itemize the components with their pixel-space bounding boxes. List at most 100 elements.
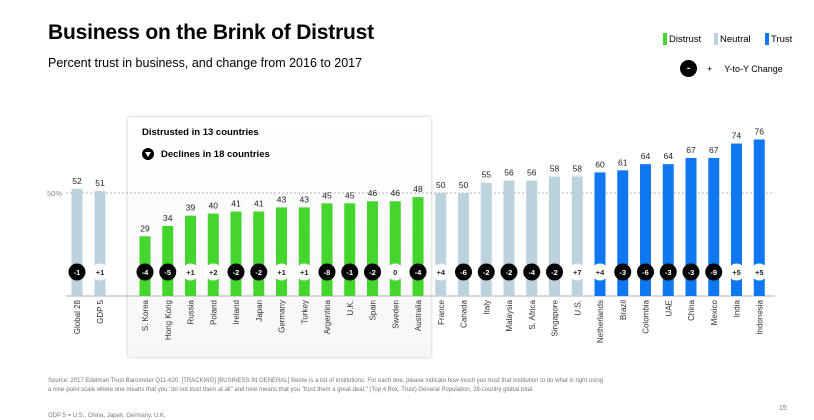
bar-france [435,193,447,296]
change-label: -4 [528,268,535,277]
page-title: Business on the Brink of Distrust [48,21,374,44]
change-dot [318,263,336,281]
legend-item-neutral: Neutral [714,33,751,45]
change-label: -2 [551,268,558,277]
change-dot [159,263,177,281]
change-label: +5 [732,268,741,277]
bar-italy [480,182,492,296]
bar-india [731,143,742,296]
change-dot [546,263,563,281]
category-label: India [733,299,742,317]
value-label: 56 [527,168,537,178]
change-label: -3 [688,268,695,277]
declines-count: Declines in 18 countries [142,148,270,160]
value-label: 46 [391,188,401,198]
page-subtitle: Percent trust in business, and change fr… [48,56,363,70]
value-label: 45 [322,190,332,200]
value-label: 52 [72,176,82,186]
change-dot [500,263,518,281]
change-label: -3 [619,268,626,277]
value-label: 76 [755,126,765,136]
value-label: 64 [664,151,674,161]
bar-s-africa [526,180,538,296]
category-label: Poland [209,300,218,325]
change-dot [432,263,450,281]
change-dot [523,263,541,281]
change-label: +5 [755,268,764,277]
change-label: +4 [596,268,605,277]
change-label: -8 [324,268,331,277]
change-label: -4 [142,268,149,277]
category-label: Singapore [551,299,560,336]
yoy-legend: - + Y-to-Y Change [680,60,783,77]
change-dot [182,263,199,281]
category-label: Global 28 [73,299,82,334]
bar-russia [185,215,196,296]
value-label: 46 [368,188,378,198]
category-label: U.K. [346,300,355,316]
bar-poland [207,213,219,296]
change-label: -2 [506,268,513,277]
category-label: France [437,299,446,324]
category-label: Sweden [391,300,400,329]
bar-hong-kong [162,225,174,296]
bar-china [685,157,697,296]
neutral-swatch [714,33,718,45]
category-label: Colombia [642,299,651,333]
change-label: +2 [209,268,218,277]
bar-gdp-5 [94,190,106,296]
change-label: +1 [186,268,195,277]
value-label: 58 [550,164,560,174]
bar-germany [276,207,287,296]
category-label: Spain [369,300,378,320]
category-label: UAE [664,300,673,316]
change-dot [364,263,381,281]
category-label: Indonesia [755,299,764,334]
change-dot [477,263,495,281]
change-label: +4 [436,268,445,277]
change-dot [68,263,86,281]
value-label: 29 [140,223,150,233]
change-dot [637,263,654,281]
bar-mexico [708,157,720,296]
value-label: 51 [95,178,105,188]
change-label: -2 [483,268,490,277]
category-label: Canada [460,299,469,328]
change-label: -1 [346,268,353,277]
change-dot [728,263,745,281]
category-label: Russia [187,299,196,324]
bar-australia [412,197,424,296]
category-label: S. Korea [141,299,150,331]
change-dot [568,263,586,281]
change-dot [204,263,222,281]
value-label: 60 [595,159,605,169]
category-label: Turkey [300,300,309,324]
change-dot [705,263,723,281]
value-label: 41 [231,199,241,209]
change-dot [341,263,359,281]
value-label: 67 [686,145,696,155]
change-dot [250,263,268,281]
change-label: +7 [573,268,582,277]
change-label: -9 [710,268,717,277]
category-label: China [687,299,696,320]
change-dot [91,263,109,281]
source-note: Source: 2017 Edelman Trust Barometer Q11… [48,378,604,393]
change-dot [614,263,632,281]
change-dot [455,263,472,281]
bar-singapore [549,176,560,296]
category-label: S. Africa [528,299,537,329]
bar-u-s- [571,176,583,296]
declines-label: Declines in 18 countries [161,148,270,160]
minus-dot-icon: - [680,60,697,77]
bar-canada [458,193,469,296]
bar-global-28 [71,188,83,296]
value-label: 50 [459,180,469,190]
bar-argentina [321,203,333,296]
change-dot [659,263,677,281]
change-label: -5 [164,268,171,277]
value-label: 41 [254,199,264,209]
change-dot [409,263,427,281]
value-label: 64 [641,151,651,161]
bar-netherlands [594,172,606,296]
